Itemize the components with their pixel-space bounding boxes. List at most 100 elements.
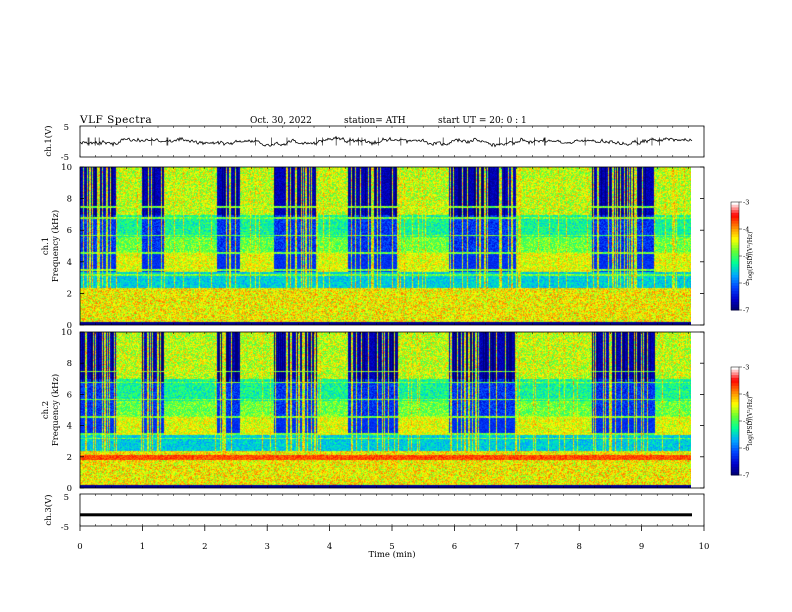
colorbar-swatch bbox=[731, 383, 739, 387]
time-tick-label: 0 bbox=[77, 542, 82, 552]
colorbar-swatch bbox=[731, 293, 739, 297]
ch1-channel-label: ch.1 bbox=[41, 237, 51, 255]
colorbar-swatch bbox=[731, 426, 739, 430]
ch1-waveform-ylabel: ch.1(V) bbox=[43, 125, 54, 156]
colorbar-swatch bbox=[731, 448, 739, 452]
ch3-waveform-line bbox=[80, 513, 692, 517]
colorbar-tick-label: -5 bbox=[743, 253, 749, 261]
ch1-colorbar: -3 -4 -5 -6 -7 log(PSD)(V²/Hz) bbox=[730, 199, 754, 315]
colorbar-swatch bbox=[731, 464, 739, 468]
colorbar-tick-label: -7 bbox=[743, 472, 749, 480]
colorbar-swatch bbox=[731, 299, 739, 303]
freq-tick-label: 8 bbox=[67, 359, 72, 369]
colorbar-swatch bbox=[731, 291, 739, 295]
colorbar-swatch bbox=[731, 226, 739, 230]
colorbar-tick-label: -5 bbox=[743, 418, 749, 426]
time-tick-label: 5 bbox=[389, 542, 394, 552]
colorbar-swatch bbox=[731, 202, 739, 206]
colorbar-swatch bbox=[731, 234, 739, 238]
colorbar-tick-label: -6 bbox=[743, 445, 749, 453]
colorbar-swatch bbox=[731, 264, 739, 268]
time-tick-label: 2 bbox=[202, 542, 207, 552]
ch1-spectrogram-yticks: 10 8 6 4 2 0 bbox=[61, 163, 704, 331]
freq-tick-label: 6 bbox=[67, 226, 72, 236]
colorbar-swatch bbox=[731, 472, 739, 476]
colorbar-swatch bbox=[731, 445, 739, 449]
freq-tick-label: 0 bbox=[67, 484, 72, 494]
colorbar-swatch bbox=[731, 304, 739, 308]
colorbar-swatch bbox=[731, 307, 739, 311]
ch1-waveform-frame bbox=[79, 125, 705, 158]
colorbar-swatch bbox=[731, 412, 739, 417]
colorbar-swatch bbox=[731, 377, 739, 381]
time-tick-label: 8 bbox=[576, 542, 581, 552]
freq-tick-label: 10 bbox=[61, 163, 72, 173]
ch1-frequency-ylabel: Frequency (kHz) bbox=[50, 210, 61, 282]
colorbar-swatch bbox=[731, 266, 739, 270]
colorbar-swatch bbox=[731, 280, 739, 284]
colorbar-swatch bbox=[731, 396, 739, 400]
ch1-spectrogram-panel: 10 8 6 4 2 0 ch.1 Frequency (kHz) -3 -4 -5 -6 -7 l… bbox=[41, 163, 754, 331]
freq-tick-label: 2 bbox=[67, 289, 72, 299]
ch3-ytick-bottom: -5 bbox=[61, 523, 69, 533]
ch1-waveform-line bbox=[79, 135, 693, 148]
time-axis: 0 1 2 3 4 5 6 7 8 9 10 bbox=[77, 126, 709, 552]
colorbar-swatch bbox=[731, 218, 739, 222]
time-tick-label: 6 bbox=[452, 542, 457, 552]
colorbar-swatch bbox=[731, 453, 739, 457]
colorbar-swatch bbox=[731, 207, 739, 211]
colorbar-swatch bbox=[731, 229, 739, 233]
time-tick-label: 9 bbox=[639, 542, 644, 552]
colorbar-swatch bbox=[731, 469, 739, 473]
colorbar-swatch bbox=[731, 277, 739, 281]
colorbar-swatch bbox=[731, 285, 739, 289]
colorbar-swatch bbox=[731, 407, 739, 411]
colorbar-swatch bbox=[731, 367, 739, 371]
time-axis-label: Time (min) bbox=[368, 549, 415, 560]
colorbar-swatch bbox=[731, 223, 739, 227]
colorbar-swatch bbox=[731, 261, 739, 265]
freq-tick-label: 8 bbox=[67, 195, 72, 205]
time-tick-label: 7 bbox=[514, 542, 519, 552]
colorbar-swatch bbox=[731, 375, 739, 379]
colorbar-swatch bbox=[731, 394, 739, 398]
colorbar-swatch bbox=[731, 215, 739, 219]
ch1-waveform-ticks bbox=[87, 137, 660, 146]
colorbar-swatch bbox=[731, 437, 739, 441]
freq-tick-label: 0 bbox=[67, 321, 72, 331]
colorbar-swatch bbox=[731, 242, 739, 246]
ch2-spectrogram-panel: 10 8 6 4 2 0 ch.2 Frequency (kHz) -3 -4 -5 -6 -7 l… bbox=[41, 328, 754, 494]
colorbar-swatch bbox=[731, 421, 739, 425]
colorbar-swatch bbox=[731, 283, 739, 287]
colorbar-swatch bbox=[731, 458, 739, 462]
ch2-spectrogram-yticks: 10 8 6 4 2 0 bbox=[61, 328, 704, 494]
ch2-channel-label: ch.2 bbox=[41, 401, 51, 419]
ch1-spectrogram-image bbox=[80, 167, 691, 325]
colorbar-swatch bbox=[731, 369, 739, 373]
colorbar-swatch bbox=[731, 399, 739, 403]
colorbar-swatch bbox=[731, 272, 739, 276]
colorbar-swatch bbox=[731, 404, 739, 408]
colorbar-swatch bbox=[731, 274, 739, 279]
ch3-waveform-ylabel: ch.3(V) bbox=[43, 494, 54, 525]
colorbar-label: log(PSD)(V²/Hz) bbox=[747, 232, 754, 281]
colorbar-swatch bbox=[731, 210, 739, 214]
station-label: station= ATH bbox=[344, 116, 406, 126]
colorbar-tick-label: -3 bbox=[743, 199, 749, 207]
colorbar-swatch bbox=[731, 439, 739, 444]
colorbar-swatch bbox=[731, 456, 739, 460]
colorbar-swatch bbox=[731, 418, 739, 422]
ch1-ytick-bottom: -5 bbox=[61, 153, 69, 163]
colorbar-swatch bbox=[731, 434, 739, 438]
colorbar-swatch bbox=[731, 380, 739, 384]
ch1-waveform-panel: 5 -5 ch.1(V) bbox=[43, 123, 705, 163]
freq-tick-label: 2 bbox=[67, 453, 72, 463]
colorbar-swatch bbox=[731, 429, 739, 433]
colorbar-swatch bbox=[731, 450, 739, 454]
time-tick-label: 1 bbox=[140, 542, 145, 552]
colorbar-swatch bbox=[731, 466, 739, 471]
colorbar-label: log(PSD)(V²/Hz) bbox=[747, 397, 754, 446]
colorbar-swatch bbox=[731, 245, 739, 249]
ch3-waveform-frame bbox=[79, 493, 705, 527]
